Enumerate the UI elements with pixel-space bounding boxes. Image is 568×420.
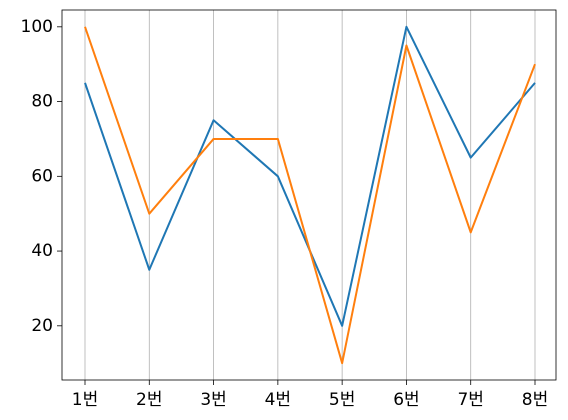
x-tick-label: 2번 [136,390,162,410]
x-tick-label: 5번 [329,390,355,410]
y-tick-label: 20 [31,316,53,336]
y-tick-label: 40 [31,241,53,261]
line [84,26,536,365]
plot-frame [61,9,557,381]
x-tick-label: 7번 [457,390,483,410]
y-tick-label: 60 [31,166,53,186]
x-tick-label: 1번 [72,390,98,410]
y-tick-label: 80 [31,92,53,112]
y-tick-label: 100 [21,17,53,37]
x-tick-label: 6번 [393,390,419,410]
x-tick-label: 8번 [522,390,548,410]
x-tick-label: 3번 [200,390,226,410]
x-tick-label: 4번 [265,390,291,410]
